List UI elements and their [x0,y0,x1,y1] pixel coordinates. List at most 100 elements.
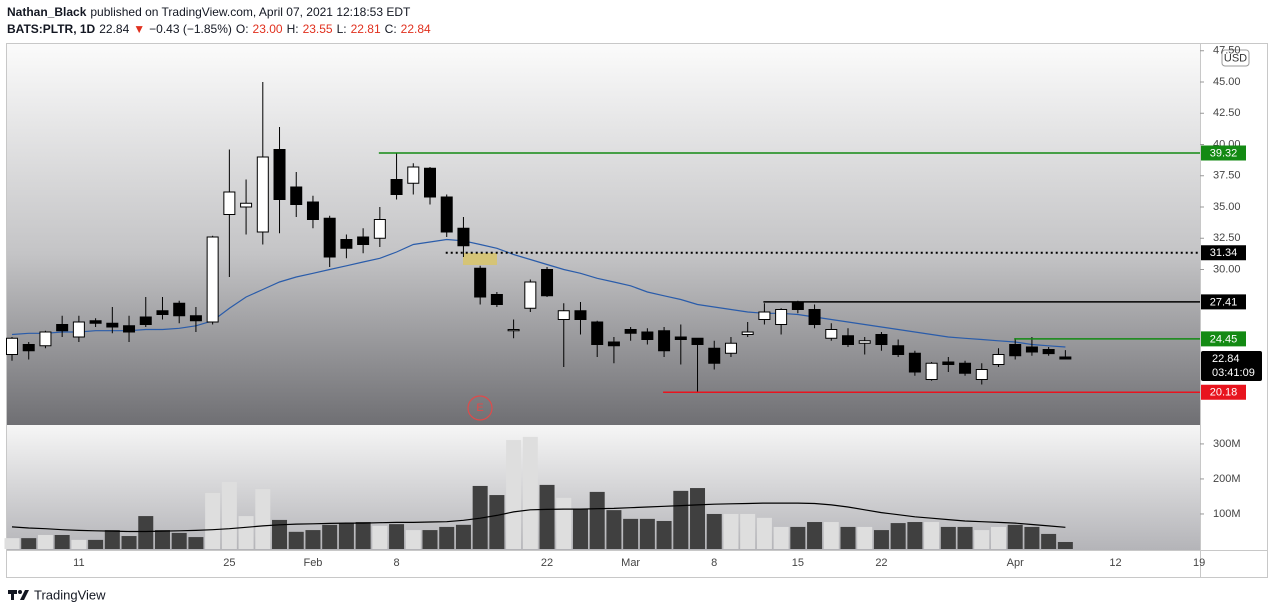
candle-body [72,321,85,338]
volume-bar [857,526,873,549]
x-tick-label: 11 [73,557,84,569]
earnings-marker[interactable] [467,395,493,421]
candle-body [842,335,854,345]
candle-body [858,340,871,344]
volume-bar [1007,524,1023,549]
candle-body [390,179,403,195]
volume-bar [807,522,823,549]
x-tick-label: 25 [223,557,235,569]
candle-body [156,310,169,315]
volume-bar [823,522,839,549]
volume-bar [1041,533,1057,549]
volume-bar [907,522,923,549]
ohlc-value: 23.00 [252,22,283,36]
volume-bar [88,539,104,549]
candle-body [123,325,136,333]
volume-bar [338,523,354,549]
volume-bar [205,492,221,549]
x-tick-label: Mar [621,557,640,569]
candle-body [624,329,637,334]
volume-bar [673,490,689,549]
candle-body [674,336,687,340]
moving-average [11,502,1066,533]
candle-body [875,334,888,345]
candle-body [724,342,737,354]
candle-body [173,302,186,317]
y-tick-label: 32.50 [1213,232,1241,244]
direction: ▼ [133,22,146,36]
ohlc-value: 22.81 [350,22,381,36]
level-label-box [1201,145,1246,161]
x-tick-label: Feb [303,557,322,569]
volume-bar [121,536,137,549]
volume-bar [1057,541,1073,549]
ohlc-value: 22.84 [400,22,431,36]
candle-body [1042,349,1055,355]
volume-bar [756,517,772,549]
candle-body [189,315,202,322]
currency-badge[interactable] [1221,49,1250,67]
volume-bar [472,485,488,549]
candle-body [507,329,520,332]
candle-body [424,167,436,198]
volume-bar [639,518,655,549]
volume-bar [305,530,321,549]
candle-body [273,149,286,200]
candle-body [357,236,370,245]
volume-bar [706,513,722,549]
volume-bar [238,516,254,549]
candle-body [106,322,119,328]
level-label-box [1201,331,1246,347]
candle-body [574,310,587,320]
earnings-label: E [476,402,483,414]
y-tick-label: 45.00 [1213,76,1241,88]
volume-bar [957,526,973,549]
volume-bar [740,513,756,549]
volume-bar [138,516,154,549]
y-tick-label: 30.00 [1213,263,1241,275]
author[interactable]: Nathan_Black [7,5,87,19]
candle-body [223,191,236,215]
ohlc-value: 23.55 [302,22,333,36]
x-tick-label: 15 [792,557,804,569]
volume-bar [1024,526,1040,549]
volume-bar [355,522,371,549]
candle-body [373,219,386,239]
volume-bar [288,531,304,549]
candle-body [992,354,1005,365]
level-label: 27.41 [1210,296,1238,308]
candle-body [775,309,788,325]
volume-bar [255,489,271,549]
volume-bar [990,526,1006,549]
candle-body [791,301,804,310]
volume-bar [422,530,438,549]
volume-bar [539,484,555,549]
candle-body [808,309,821,325]
chart-border [6,43,1268,578]
candle-body [641,331,654,340]
candle-body [591,321,604,345]
last-price: 22.84 [99,22,130,36]
volume-bar [372,525,388,549]
candle-body [892,345,905,355]
footer-logo [8,590,29,600]
y-tick-label: 300M [1213,438,1241,450]
ohlc-key: C: [384,22,397,36]
candle-body [658,330,671,352]
level-label: 24.45 [1210,333,1238,345]
candle-body [256,156,269,233]
volume-bar [389,524,405,549]
volume-bar [272,519,288,549]
candle-body [206,236,219,323]
candle-body [925,362,938,380]
candle-body [240,202,253,208]
last-price: 22.84 [1212,353,1240,365]
volume-bar [656,520,672,549]
ohlc-key: L: [336,22,347,36]
volume-bar [522,436,538,549]
candle-body [959,362,972,374]
candle-body [89,320,102,324]
currency: USD [1224,52,1247,64]
level-label-box [1201,294,1246,310]
